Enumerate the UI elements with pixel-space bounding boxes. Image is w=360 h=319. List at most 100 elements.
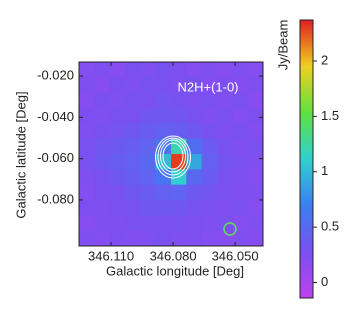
x-tick-label: 346.080 [150, 248, 197, 263]
colorbar-tick-label: 0.5 [321, 219, 339, 234]
x-axis-label: Galactic longitude [Deg] [106, 263, 244, 278]
heatmap-cell [79, 62, 95, 78]
heatmap-cell [171, 62, 187, 78]
heatmap-cell [94, 62, 111, 78]
heatmap-cell [247, 154, 264, 170]
heatmap-cell [125, 215, 141, 232]
heatmap-cell [109, 92, 126, 109]
heatmap-cell [155, 77, 172, 94]
heatmap-cell [140, 77, 157, 94]
heatmap-cell [171, 77, 187, 94]
heatmap-cell [217, 123, 233, 140]
heatmap-cell [217, 138, 233, 155]
heatmap-cell [217, 154, 233, 170]
heatmap-cell [247, 77, 264, 94]
heatmap-cell [79, 108, 95, 124]
heatmap-cell [155, 200, 172, 216]
heatmap-cell [201, 123, 218, 140]
heatmap-cell [217, 215, 233, 232]
heatmap [79, 62, 264, 247]
colorbar-tick-label: 1 [321, 163, 328, 178]
heatmap-cell [125, 230, 141, 247]
heatmap-cell [94, 108, 111, 124]
x-tick-label: 346.110 [88, 248, 134, 263]
heatmap-cell [109, 108, 126, 124]
heatmap-cell [217, 200, 233, 216]
heatmap-cell [109, 215, 126, 232]
heatmap-cell [247, 108, 264, 124]
heatmap-cell [186, 184, 203, 201]
heatmap-cell [155, 230, 172, 247]
heatmap-cell [232, 92, 249, 109]
heatmap-cell [201, 154, 218, 170]
heatmap-cell [94, 169, 111, 186]
heatmap-cell [79, 154, 95, 170]
heatmap-cell [186, 138, 203, 155]
heatmap-cell [155, 184, 172, 201]
heatmap-cell [94, 215, 111, 232]
heatmap-cell [171, 92, 187, 109]
heatmap-cell [79, 200, 95, 216]
heatmap-cell [186, 215, 203, 232]
heatmap-cell [125, 62, 141, 78]
heatmap-cell [217, 92, 233, 109]
heatmap-cell [140, 62, 157, 78]
heatmap-cell [232, 184, 249, 201]
heatmap-cell [155, 215, 172, 232]
heatmap-cell [201, 77, 218, 94]
heatmap-cell [186, 230, 203, 247]
heatmap-cell [171, 123, 187, 140]
y-tick-label: -0.080 [37, 191, 74, 206]
heatmap-cell [171, 200, 187, 216]
heatmap-cell [217, 62, 233, 78]
heatmap-cell [232, 200, 249, 216]
heatmap-cell [201, 108, 218, 124]
heatmap-cell [125, 184, 141, 201]
heatmap-cell [140, 154, 157, 170]
contours [155, 135, 191, 179]
heatmap-cell [140, 108, 157, 124]
heatmap-cell [232, 77, 249, 94]
heatmap-cell [79, 77, 95, 94]
heatmap-cell [217, 77, 233, 94]
heatmap-cell [247, 215, 264, 232]
heatmap-cell [94, 92, 111, 109]
heatmap-cell [109, 184, 126, 201]
heatmap-cell [201, 200, 218, 216]
heatmap-cell [155, 92, 172, 109]
heatmap-cell [186, 169, 203, 186]
heatmap-cell [140, 92, 157, 109]
heatmap-cell [94, 154, 111, 170]
heatmap-cell [109, 77, 126, 94]
heatmap-cell [171, 184, 187, 201]
heatmap-cell [171, 215, 187, 232]
heatmap-cell [247, 138, 264, 155]
colorbar [299, 19, 314, 299]
heatmap-cell [232, 230, 249, 247]
heatmap-cell [232, 169, 249, 186]
heatmap-cell [201, 138, 218, 155]
heatmap-cell [109, 169, 126, 186]
heatmap-cell [217, 169, 233, 186]
heatmap-cell [94, 230, 111, 247]
heatmap-cell [186, 77, 203, 94]
heatmap-cell [79, 169, 95, 186]
heatmap-cell [155, 108, 172, 124]
heatmap-cell [186, 200, 203, 216]
heatmap-cell [247, 169, 264, 186]
heatmap-cell [79, 92, 95, 109]
heatmap-cell [247, 184, 264, 201]
heatmap-cell [79, 215, 95, 232]
heatmap-cell [94, 200, 111, 216]
heatmap-cell [79, 184, 95, 201]
heatmap-cell [201, 230, 218, 247]
heatmap-cell [125, 138, 141, 155]
colorbar-tick-label: 0 [321, 274, 328, 289]
heatmap-cell [109, 123, 126, 140]
heatmap-cell [125, 108, 141, 124]
heatmap-cell [171, 230, 187, 247]
y-axis-label: Galactic latitude [Deg] [13, 91, 28, 218]
heatmap-cell [201, 184, 218, 201]
y-tick-label: -0.040 [37, 109, 74, 124]
heatmap-cell [247, 230, 264, 247]
